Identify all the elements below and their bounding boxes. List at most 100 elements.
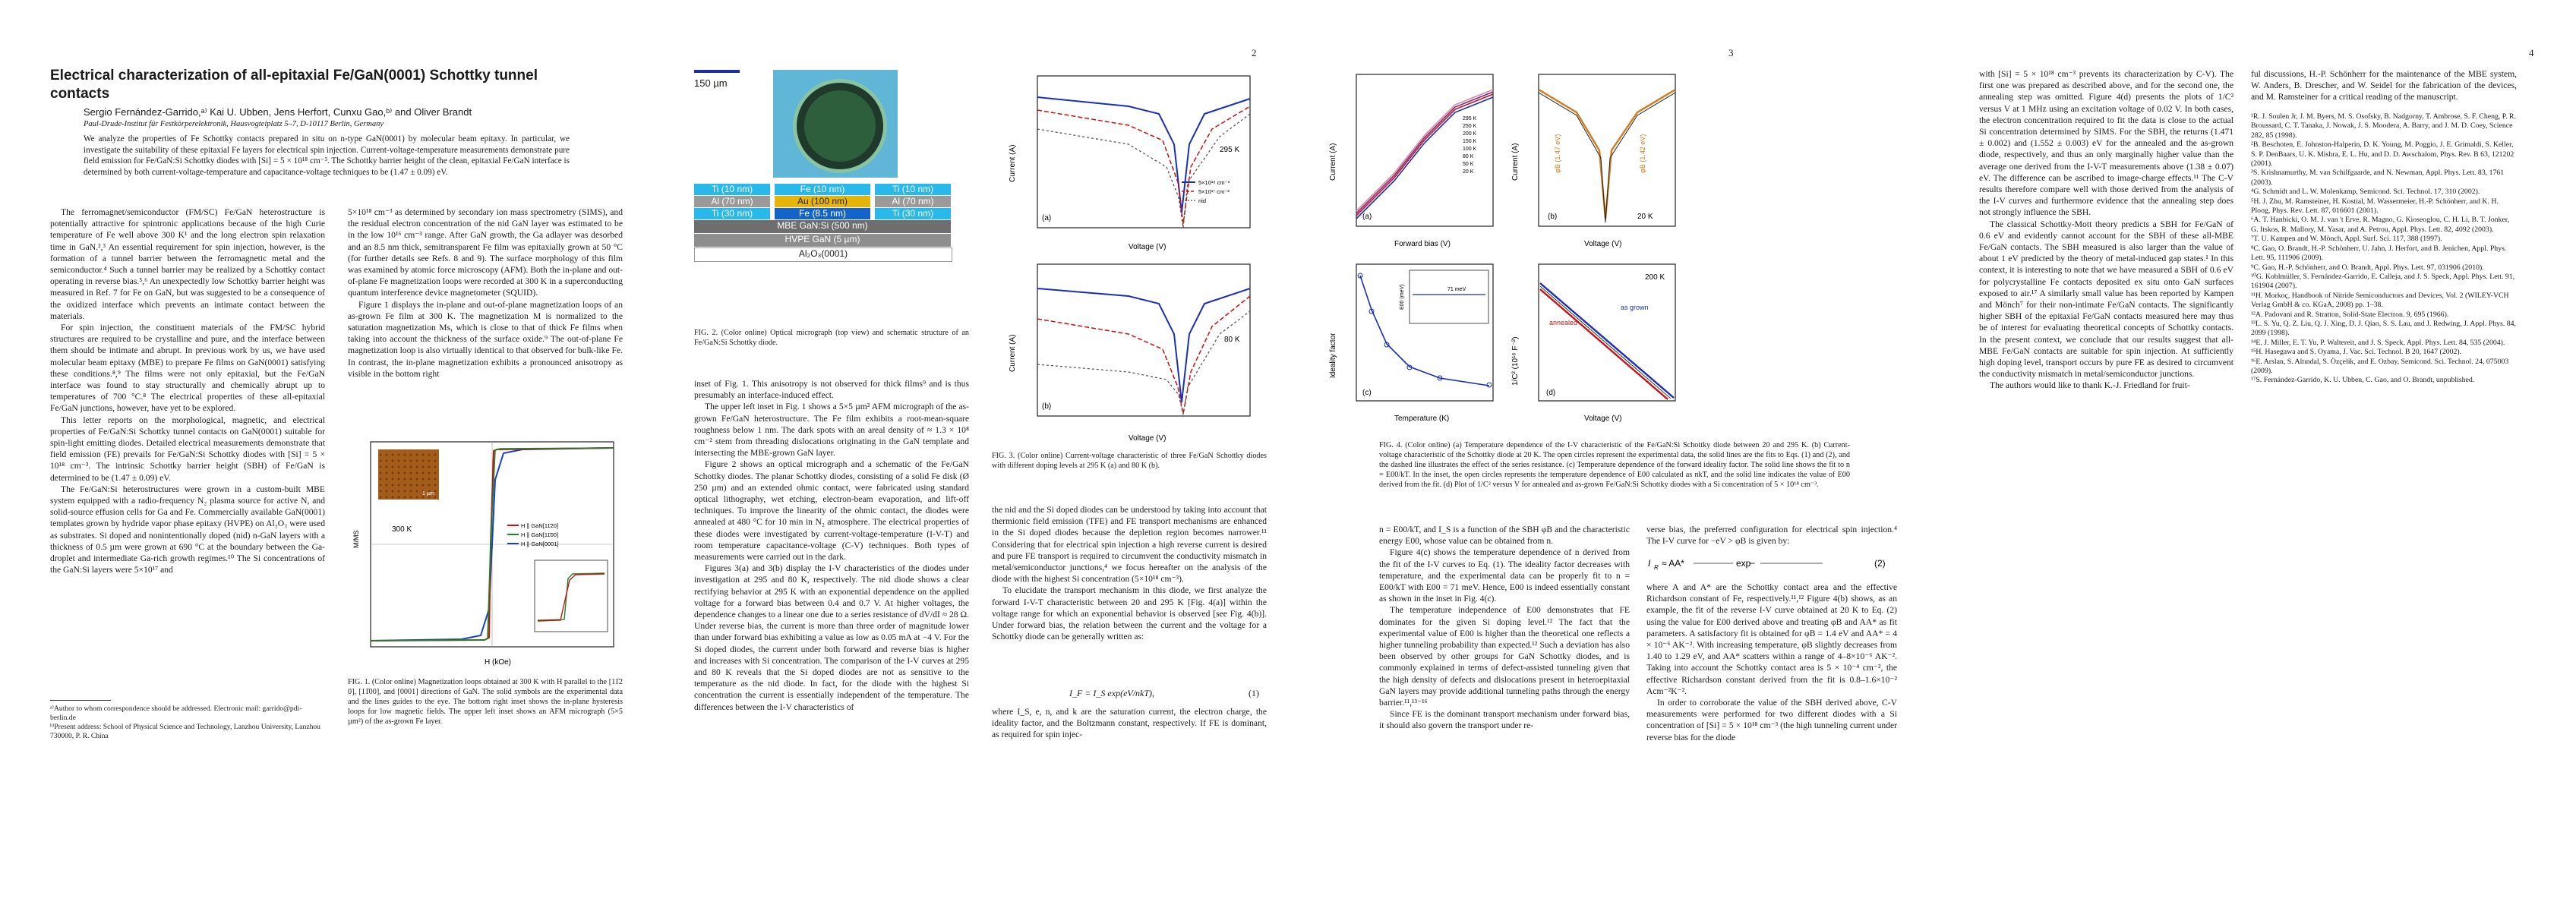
legend-entry: H ∥ GaN[0001]: [521, 541, 559, 547]
fig3b-tag: (b): [1042, 402, 1051, 411]
fig4c-xlabel: Temperature (K): [1394, 415, 1449, 423]
reference: ²B. Beschoten, E. Johnston-Halperin, D. …: [2251, 140, 2514, 169]
fig2-micrograph: [773, 70, 898, 178]
legend-entry: nid: [1198, 197, 1206, 204]
paragraph: ful discussions, H.-P. Schönherr for the…: [2251, 69, 2517, 102]
fig1-curve-1100: [370, 447, 614, 641]
fig4b-label-1: φB (1.47 eV): [1554, 134, 1561, 173]
fig1-curve-0001: [370, 447, 614, 641]
paragraph: Figure 4(c) shows the temperature depend…: [1379, 547, 1630, 604]
body-column-1: inset of Fig. 1. This anisotropy is not …: [694, 378, 969, 713]
layer-ti2-left: Ti (30 nm): [694, 208, 770, 219]
paragraph: Figure 2 shows an optical micrograph and…: [694, 459, 969, 563]
layer-ti-right: Ti (10 nm): [875, 184, 951, 195]
fig4d-tag: (d): [1546, 389, 1555, 397]
layer-al-right: Al (70 nm): [875, 196, 951, 207]
body-column-1: with [Si] = 5 × 10¹⁸ cm⁻³ prevents its c…: [1979, 68, 2233, 392]
fig3b-xlabel: Voltage (V): [1129, 434, 1166, 443]
legend-entry: 250 K: [1463, 124, 1477, 129]
layer-sapphire: Al₂O₃(0001): [694, 247, 952, 262]
equation-2: I R ≈ AA* exp − (2): [1648, 558, 1886, 571]
fig4d-legend-annealed: annealed: [1549, 319, 1577, 326]
body-column-2: verse bias, the preferred configuration …: [1646, 524, 1897, 547]
layer-fe-top: Fe (10 nm): [775, 184, 870, 195]
paragraph: with [Si] = 5 × 10¹⁸ cm⁻³ prevents its c…: [1979, 69, 2233, 218]
legend-entry: 20 K: [1463, 169, 1474, 175]
layer-fe: Fe (8.5 nm): [775, 208, 870, 219]
legend-entry: 5×10¹⁷ cm⁻³: [1198, 188, 1230, 195]
reference: ¹⁰G. Koblmüller, S. Fernández-Garrido, E…: [2251, 272, 2515, 291]
paragraph: The ferromagnet/semiconductor (FM/SC) Fe…: [50, 207, 325, 321]
paragraph: Figures 3(a) and 3(b) display the I-V ch…: [694, 563, 970, 712]
fig4b-ylabel: Current (A): [1511, 143, 1520, 181]
fig4d-temp: 200 K: [1645, 273, 1665, 282]
legend-entry: 50 K: [1463, 162, 1474, 167]
paragraph: In order to corroborate the value of the…: [1646, 698, 1897, 742]
equation-1-number: (1): [1249, 688, 1259, 698]
fig3b-curve-5e18: [1037, 288, 1251, 403]
fig3a-curve-5e18: [1037, 96, 1251, 213]
page-number: 2: [1252, 47, 1257, 58]
figure-4: 295 K 250 K 200 K 150 K 100 K 80 K 50 K …: [1329, 74, 1676, 423]
paper-title: Electrical characterization of all-epita…: [50, 68, 538, 102]
fig4b-xlabel: Voltage (V): [1584, 240, 1621, 248]
page-1: Electrical characterization of all-epita…: [0, 0, 644, 911]
fig4b-temp: 20 K: [1637, 213, 1653, 221]
reference: ⁶A. T. Hanbicki, O. M. J. van 't Erve, R…: [2251, 216, 2510, 234]
fig4a-ylabel: Current (A): [1329, 143, 1337, 181]
fig4c-inset-ylabel: E00 (meV): [1400, 285, 1405, 310]
body-column-2: 5×10¹⁸ cm⁻³ as determined by secondary i…: [348, 206, 623, 380]
fig1-xlabel: H (kOe): [485, 658, 511, 667]
legend-entry: 100 K: [1463, 147, 1477, 152]
fig3a-legend: 5×10¹⁸ cm⁻³ 5×10¹⁷ cm⁻³ nid: [1182, 179, 1230, 204]
fig3a-tag: (a): [1042, 214, 1051, 222]
page-number: 3: [1728, 47, 1734, 58]
paragraph: The upper left inset in Fig. 1 shows a 5…: [694, 402, 969, 459]
figure-3-caption: FIG. 3. (Color online) Current-voltage c…: [992, 452, 1267, 470]
figure-1-caption: FIG. 1. (Color online) Magnetization loo…: [348, 678, 623, 726]
legend-entry: 150 K: [1463, 139, 1477, 144]
layer-mbe-gan: MBE GaN:Si (500 nm): [694, 220, 951, 233]
fig3a-ylabel: Current (A): [1009, 145, 1017, 182]
fig3b-ylabel: Current (A): [1009, 335, 1017, 372]
reference: ¹⁶E. Arslan, S. Altındal, S. Özçelik, an…: [2251, 357, 2509, 375]
fig4c-inset: [1409, 270, 1489, 324]
page-2: 2 150 µm Ti (10 nm) Al (70 nm) Ti (30 nm…: [644, 0, 1288, 911]
paragraph: Figure 1 displays the in-plane and out-o…: [348, 299, 623, 379]
fig4c-tag: (c): [1362, 389, 1372, 397]
paragraph: 5×10¹⁸ cm⁻³ as determined by secondary i…: [348, 207, 623, 298]
legend-entry: 5×10¹⁸ cm⁻³: [1198, 179, 1230, 186]
legend-entry: 80 K: [1463, 154, 1474, 159]
paragraph: To elucidate the transport mechanism in …: [992, 585, 1267, 642]
reference: ¹³L. S. Yu, Q. Z. Liu, Q. J. Xing, D. J.…: [2251, 319, 2516, 338]
abstract: We analyze the properties of Fe Schottky…: [84, 134, 570, 177]
fig3a-temp: 295 K: [1220, 146, 1239, 154]
legend-entry: H ∥ GaN[11̄00]: [521, 531, 558, 538]
paragraph: For spin injection, the constituent mate…: [50, 323, 325, 414]
layer-al-left: Al (70 nm): [694, 196, 770, 207]
reference: ¹R. J. Soulen Jr, J. M. Byers, M. S. Oso…: [2251, 112, 2517, 140]
paragraph: verse bias, the preferred configuration …: [1646, 525, 1897, 547]
reference: ¹⁴E. J. Miller, E. T. Yu, P. Waltereit, …: [2251, 338, 2505, 347]
equation-2-number: (2): [1874, 558, 1886, 569]
body-column-1: The ferromagnet/semiconductor (FM/SC) Fe…: [50, 206, 325, 576]
fig4a-legend: 295 K 250 K 200 K 150 K 100 K 80 K 50 K …: [1463, 116, 1477, 175]
fig3b-temp: 80 K: [1224, 336, 1240, 344]
layer-ti2-right: Ti (30 nm): [875, 208, 951, 219]
body-column-1: n = E00/kT, and I_S is a function of the…: [1379, 524, 1630, 732]
fig3b-curve-nid: [1037, 310, 1251, 415]
paragraph: The temperature independence of E00 demo…: [1379, 605, 1630, 708]
paragraph: inset of Fig. 1. This anisotropy is not …: [694, 379, 969, 401]
paragraph: The authors would like to thank K.-J. Fr…: [1990, 380, 2190, 391]
fig4d-ylabel: 1/C² (10¹⁶ F⁻²): [1511, 337, 1520, 386]
paragraph: where A and A* are the Schottky contact …: [1646, 582, 1897, 696]
body-column-2-continued: where I_S, e, n, and k are the saturatio…: [992, 706, 1267, 741]
fig2-fe-disk: [793, 79, 887, 173]
fig4c-inset-value: 71 meV: [1447, 287, 1466, 292]
figure-2-diode: 150 µm Ti (10 nm) Al (70 nm) Ti (30 nm) …: [694, 70, 969, 328]
reference-list: ¹R. J. Soulen Jr, J. M. Byers, M. S. Oso…: [2251, 112, 2517, 386]
fig4a-tag: (a): [1362, 213, 1372, 221]
reference: ¹⁵H. Hasegawa and S. Oyama, J. Vac. Sci.…: [2251, 348, 2462, 357]
footnote-rule: [50, 700, 111, 701]
body-column-2: the nid and the Si doped diodes can be u…: [992, 504, 1267, 642]
